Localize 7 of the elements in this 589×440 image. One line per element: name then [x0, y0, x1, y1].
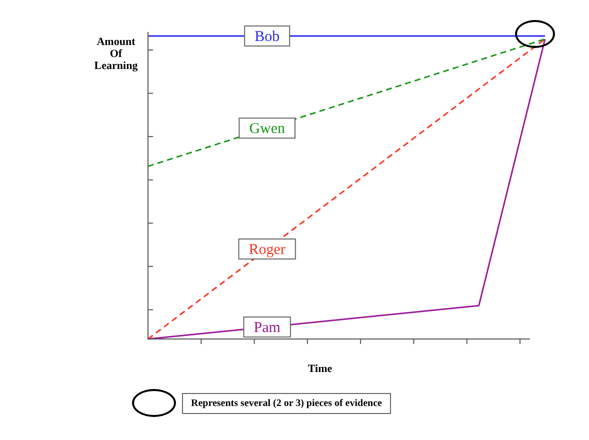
y-axis-title: Amount Of Learning	[93, 36, 139, 72]
series-label: Bob	[254, 28, 280, 45]
series-label: Pam	[254, 320, 281, 336]
x-axis-title: Time	[306, 363, 334, 375]
text: Represents several (2 or 3) pieces of evidence	[182, 392, 391, 414]
series-label: Roger	[248, 242, 286, 258]
series-label: Gwen	[249, 121, 286, 138]
